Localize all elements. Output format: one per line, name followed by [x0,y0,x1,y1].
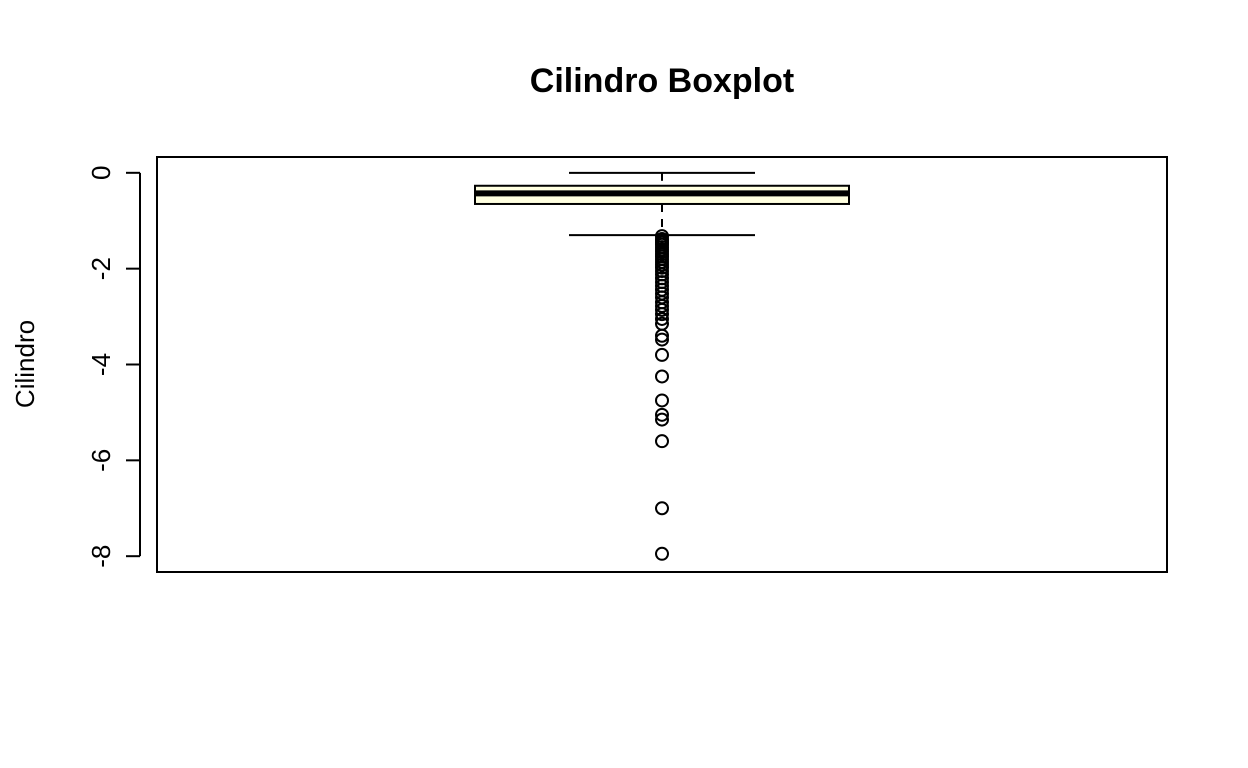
y-tick-label: -8 [86,545,116,568]
outlier-point [655,347,669,362]
outlier-point [655,393,669,408]
outlier-point [655,407,669,422]
outlier-point [655,546,669,561]
outlier-point [655,369,669,384]
outlier-point [655,311,669,326]
chart-title: Cilindro Boxplot [530,62,794,100]
y-axis-label: Cilindro [10,320,40,408]
y-tick-label: 0 [86,166,116,180]
y-tick-label: -4 [86,353,116,376]
outlier-group [655,229,669,561]
outlier-point [655,302,669,317]
outlier-point [655,434,669,449]
y-axis: 0 -2 -4 -6 -8 [86,166,141,568]
y-tick-label: -2 [86,257,116,280]
y-tick-label: -6 [86,449,116,472]
outlier-point [655,332,669,347]
outlier-point [655,307,669,322]
outlier-point [655,328,669,343]
outlier-point [655,501,669,516]
outlier-point [655,412,669,427]
box-group [474,171,850,237]
plot-frame [156,156,1168,573]
